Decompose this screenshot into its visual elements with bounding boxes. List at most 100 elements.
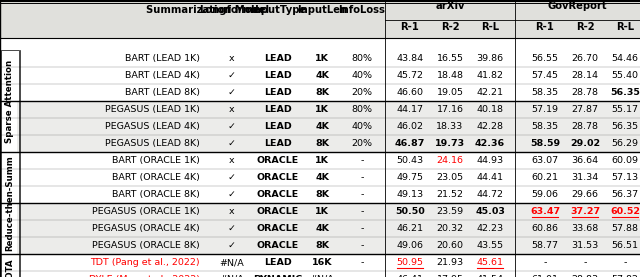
Text: 40%: 40% bbox=[351, 122, 372, 131]
Text: 60.52: 60.52 bbox=[610, 207, 640, 216]
Text: 16.55: 16.55 bbox=[436, 54, 463, 63]
Text: 23.59: 23.59 bbox=[436, 207, 463, 216]
Text: 4K: 4K bbox=[315, 224, 329, 233]
Text: 56.29: 56.29 bbox=[611, 139, 639, 148]
Text: 4K: 4K bbox=[315, 71, 329, 80]
Text: #N/A: #N/A bbox=[310, 275, 334, 277]
Text: ✓: ✓ bbox=[228, 241, 236, 250]
Text: PEGASUS (LEAD 4K): PEGASUS (LEAD 4K) bbox=[105, 122, 200, 131]
Text: ✓: ✓ bbox=[228, 190, 236, 199]
Text: DYLE (Mao et al., 2022): DYLE (Mao et al., 2022) bbox=[89, 275, 200, 277]
Text: 18.33: 18.33 bbox=[436, 122, 463, 131]
Text: 4K: 4K bbox=[315, 122, 329, 131]
Text: ✓: ✓ bbox=[228, 139, 236, 148]
Text: 44.72: 44.72 bbox=[477, 190, 504, 199]
Text: 40%: 40% bbox=[351, 71, 372, 80]
Text: 45.03: 45.03 bbox=[475, 207, 505, 216]
Text: 63.47: 63.47 bbox=[530, 207, 560, 216]
Text: 44.17: 44.17 bbox=[397, 105, 424, 114]
Text: R-1: R-1 bbox=[401, 22, 419, 32]
Text: 28.83: 28.83 bbox=[572, 275, 598, 277]
Text: 46.60: 46.60 bbox=[397, 88, 424, 97]
Text: -: - bbox=[543, 258, 547, 267]
Text: x: x bbox=[229, 54, 235, 63]
Bar bbox=[1, 152, 19, 254]
Text: 42.36: 42.36 bbox=[475, 139, 505, 148]
Text: Longformer: Longformer bbox=[199, 5, 265, 15]
Text: 57.45: 57.45 bbox=[531, 71, 559, 80]
Text: 21.52: 21.52 bbox=[436, 190, 463, 199]
Text: 44.41: 44.41 bbox=[477, 173, 504, 182]
Text: 46.41: 46.41 bbox=[397, 275, 424, 277]
Text: Sparse Attention: Sparse Attention bbox=[6, 60, 15, 143]
Text: R-1: R-1 bbox=[536, 22, 554, 32]
Text: 45.61: 45.61 bbox=[477, 258, 504, 267]
Text: 28.14: 28.14 bbox=[572, 71, 598, 80]
Text: x: x bbox=[229, 105, 235, 114]
Text: 20%: 20% bbox=[351, 88, 372, 97]
Text: 4K: 4K bbox=[315, 173, 329, 182]
Text: BART (ORACLE 4K): BART (ORACLE 4K) bbox=[112, 173, 200, 182]
Text: ORACLE: ORACLE bbox=[257, 156, 299, 165]
Text: ORACLE: ORACLE bbox=[257, 190, 299, 199]
Bar bbox=[1, 254, 19, 277]
Text: 24.16: 24.16 bbox=[436, 156, 463, 165]
Text: 80%: 80% bbox=[351, 105, 372, 114]
Text: 49.75: 49.75 bbox=[397, 173, 424, 182]
Text: -: - bbox=[360, 224, 364, 233]
Text: 19.73: 19.73 bbox=[435, 139, 465, 148]
Text: PEGASUS (ORACLE 1K): PEGASUS (ORACLE 1K) bbox=[92, 207, 200, 216]
Text: -: - bbox=[583, 258, 587, 267]
Bar bbox=[17, 135, 640, 152]
Text: DYNAMIC: DYNAMIC bbox=[253, 275, 303, 277]
Text: LEAD: LEAD bbox=[264, 54, 292, 63]
Text: 8K: 8K bbox=[315, 88, 329, 97]
Text: 56.35: 56.35 bbox=[611, 122, 639, 131]
Text: 50.95: 50.95 bbox=[397, 258, 424, 267]
Text: 29.66: 29.66 bbox=[572, 190, 598, 199]
Text: ✓: ✓ bbox=[228, 224, 236, 233]
Text: 1K: 1K bbox=[315, 105, 329, 114]
Text: ORACLE: ORACLE bbox=[257, 173, 299, 182]
Text: GovReport: GovReport bbox=[548, 1, 607, 11]
Text: TDT (Pang et al., 2022): TDT (Pang et al., 2022) bbox=[90, 258, 200, 267]
Text: ✓: ✓ bbox=[228, 173, 236, 182]
Text: 57.13: 57.13 bbox=[611, 173, 639, 182]
Text: R-L: R-L bbox=[616, 22, 634, 32]
Text: 50.43: 50.43 bbox=[396, 156, 424, 165]
Bar bbox=[17, 237, 640, 254]
Text: LEAD: LEAD bbox=[264, 139, 292, 148]
Text: 1K: 1K bbox=[315, 207, 329, 216]
Text: 23.05: 23.05 bbox=[436, 173, 463, 182]
Text: 58.35: 58.35 bbox=[531, 122, 559, 131]
Text: 37.27: 37.27 bbox=[570, 207, 600, 216]
Bar bbox=[17, 101, 640, 118]
Text: R-L: R-L bbox=[481, 22, 499, 32]
Text: 49.13: 49.13 bbox=[396, 190, 424, 199]
Text: 1K: 1K bbox=[315, 156, 329, 165]
Text: -: - bbox=[360, 258, 364, 267]
Text: InputLen: InputLen bbox=[297, 5, 347, 15]
Text: SOTA: SOTA bbox=[6, 258, 15, 277]
Text: PEGASUS (LEAD 8K): PEGASUS (LEAD 8K) bbox=[105, 139, 200, 148]
Text: 80%: 80% bbox=[351, 54, 372, 63]
Bar bbox=[1, 50, 19, 152]
Bar bbox=[0, 0, 640, 38]
Text: ✓: ✓ bbox=[228, 88, 236, 97]
Text: R-2: R-2 bbox=[576, 22, 595, 32]
Text: 26.70: 26.70 bbox=[572, 54, 598, 63]
Text: 63.07: 63.07 bbox=[531, 156, 559, 165]
Text: -: - bbox=[360, 275, 364, 277]
Text: 8K: 8K bbox=[315, 241, 329, 250]
Text: PEGASUS (ORACLE 4K): PEGASUS (ORACLE 4K) bbox=[92, 224, 200, 233]
Text: 41.54: 41.54 bbox=[477, 275, 504, 277]
Text: 45.72: 45.72 bbox=[397, 71, 424, 80]
Text: 27.87: 27.87 bbox=[572, 105, 598, 114]
Text: x: x bbox=[229, 207, 235, 216]
Text: 20%: 20% bbox=[351, 139, 372, 148]
Text: BART (ORACLE 1K): BART (ORACLE 1K) bbox=[112, 156, 200, 165]
Text: BART (ORACLE 8K): BART (ORACLE 8K) bbox=[112, 190, 200, 199]
Text: 54.46: 54.46 bbox=[611, 54, 639, 63]
Bar bbox=[17, 220, 640, 237]
Text: 36.64: 36.64 bbox=[572, 156, 598, 165]
